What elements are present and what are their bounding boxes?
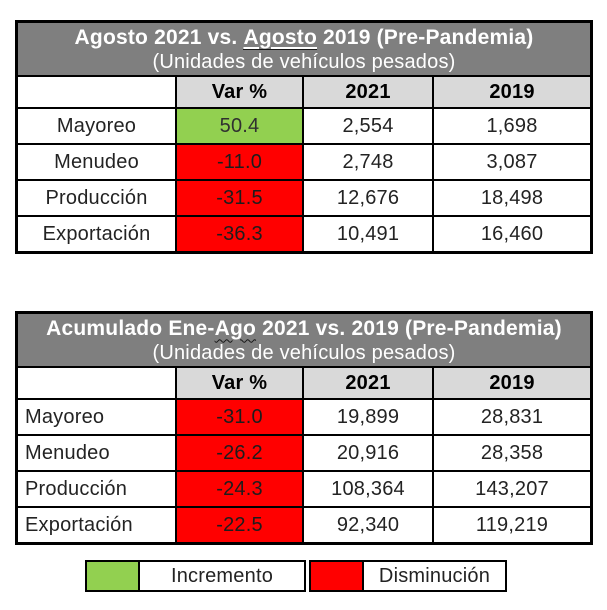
value-2021-cell: 2,748 <box>304 145 432 179</box>
value-2021-cell: 10,491 <box>304 217 432 251</box>
legend-decrement-swatch <box>309 560 362 592</box>
title-segment: 2021 vs. 2019 (Pre-Pandemia) <box>256 316 562 340</box>
column-header: Var % <box>177 77 302 107</box>
title-segment: Ago <box>214 316 257 340</box>
value-2019-cell: 16,460 <box>434 217 590 251</box>
title-segment: 2019 (Pre-Pandemia) <box>317 25 534 49</box>
var-pct-cell: -26.2 <box>177 436 302 470</box>
table-title-band: Acumulado Ene-Ago 2021 vs. 2019 (Pre-Pan… <box>18 314 590 366</box>
column-header: 2021 <box>304 77 432 107</box>
var-pct-cell: -36.3 <box>177 217 302 251</box>
table-title: Acumulado Ene-Ago 2021 vs. 2019 (Pre-Pan… <box>46 316 562 341</box>
column-header: 2019 <box>434 77 590 107</box>
value-2019-cell: 18,498 <box>434 181 590 215</box>
value-2019-cell: 119,219 <box>434 508 590 542</box>
value-2021-cell: 2,554 <box>304 109 432 143</box>
row-label: Exportación <box>18 508 175 542</box>
title-segment: Agosto <box>243 25 318 50</box>
var-pct-cell: -24.3 <box>177 472 302 506</box>
var-pct-cell: -22.5 <box>177 508 302 542</box>
column-header: 2021 <box>304 368 432 398</box>
title-segment: Agosto 2021 vs. <box>74 25 244 49</box>
column-header <box>18 368 175 398</box>
value-2019-cell: 28,358 <box>434 436 590 470</box>
legend-increment-label: Incremento <box>138 560 306 592</box>
legend-decrement-label: Disminución <box>362 560 507 592</box>
value-2019-cell: 1,698 <box>434 109 590 143</box>
value-2021-cell: 92,340 <box>304 508 432 542</box>
value-2021-cell: 20,916 <box>304 436 432 470</box>
column-header: 2019 <box>434 368 590 398</box>
table-agosto-2021-vs-2019: Agosto 2021 vs. Agosto 2019 (Pre-Pandemi… <box>15 20 593 254</box>
value-2019-cell: 3,087 <box>434 145 590 179</box>
row-label: Producción <box>18 181 175 215</box>
legend: Incremento Disminución <box>85 560 507 592</box>
row-label: Menudeo <box>18 145 175 179</box>
value-2021-cell: 108,364 <box>304 472 432 506</box>
row-label: Mayoreo <box>18 109 175 143</box>
value-2019-cell: 28,831 <box>434 400 590 434</box>
table-acumulado-ene-ago: Acumulado Ene-Ago 2021 vs. 2019 (Pre-Pan… <box>15 311 593 545</box>
value-2021-cell: 12,676 <box>304 181 432 215</box>
table-title: Agosto 2021 vs. Agosto 2019 (Pre-Pandemi… <box>75 25 534 50</box>
value-2019-cell: 143,207 <box>434 472 590 506</box>
value-2021-cell: 19,899 <box>304 400 432 434</box>
var-pct-cell: -31.5 <box>177 181 302 215</box>
var-pct-cell: -11.0 <box>177 145 302 179</box>
table-subtitle: (Unidades de vehículos pesados) <box>152 341 456 364</box>
row-label: Menudeo <box>18 436 175 470</box>
var-pct-cell: -31.0 <box>177 400 302 434</box>
title-segment: Acumulado Ene- <box>46 316 215 340</box>
table-subtitle: (Unidades de vehículos pesados) <box>152 50 456 73</box>
var-pct-cell: 50.4 <box>177 109 302 143</box>
column-header: Var % <box>177 368 302 398</box>
row-label: Mayoreo <box>18 400 175 434</box>
column-header <box>18 77 175 107</box>
row-label: Exportación <box>18 217 175 251</box>
row-label: Producción <box>18 472 175 506</box>
legend-increment-swatch <box>85 560 138 592</box>
table-title-band: Agosto 2021 vs. Agosto 2019 (Pre-Pandemi… <box>18 23 590 75</box>
